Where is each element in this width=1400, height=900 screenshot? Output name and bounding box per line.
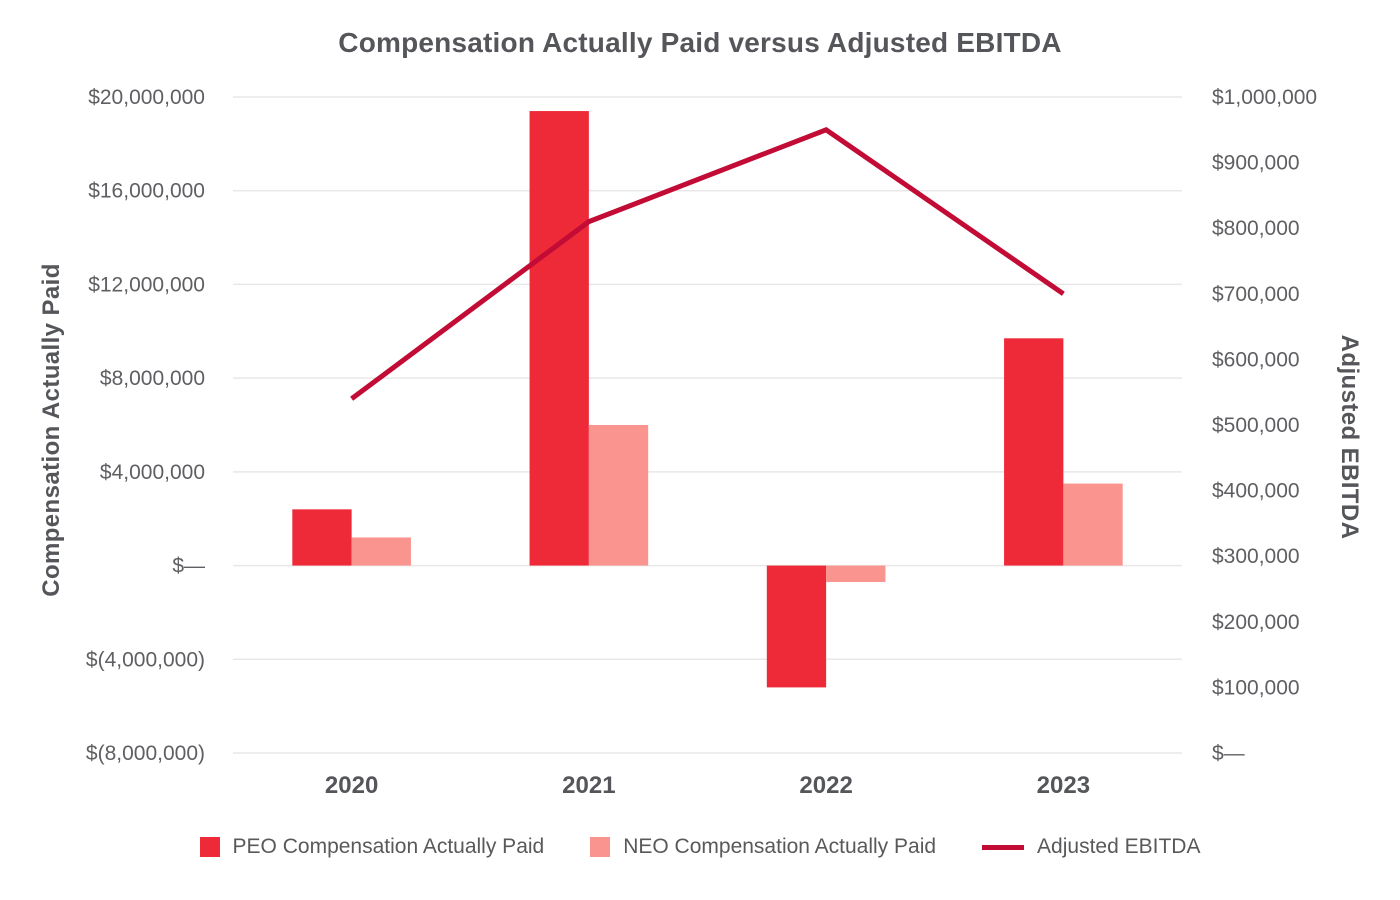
right-axis-tick-label: $— xyxy=(1212,742,1245,765)
peo-bar-swatch-icon xyxy=(199,837,220,857)
right-axis-tick-label: $800,000 xyxy=(1212,217,1300,240)
left-axis-title: Compensation Actually Paid xyxy=(38,263,65,597)
left-axis-tick-label: $(4,000,000) xyxy=(86,648,205,671)
peo-bar-2023 xyxy=(1004,338,1064,566)
peo-bar-2021 xyxy=(529,111,589,566)
x-axis-label-2022: 2022 xyxy=(799,772,852,799)
right-axis-tick-label: $600,000 xyxy=(1212,348,1300,371)
neo-bar-2023 xyxy=(1063,483,1123,566)
neo-bar-2022 xyxy=(826,565,886,582)
legend: PEO Compensation Actually Paid NEO Compe… xyxy=(0,835,1400,859)
right-axis-tick-label: $900,000 xyxy=(1212,152,1300,175)
chart-title: Compensation Actually Paid versus Adjust… xyxy=(338,27,1062,58)
left-axis-tick-label: $20,000,000 xyxy=(88,86,205,109)
legend-label-neo: NEO Compensation Actually Paid xyxy=(623,835,937,858)
peo-bar-2022 xyxy=(766,565,827,688)
x-axis-label-2023: 2023 xyxy=(1037,772,1090,799)
chart-plot-area: $20,000,000 $16,000,000 $12,000,000 $8,000,… xyxy=(86,86,1317,799)
x-axis-label-2020: 2020 xyxy=(325,772,378,799)
left-axis-tick-label: $— xyxy=(172,555,205,578)
right-axis-tick-label: $1,000,000 xyxy=(1212,86,1317,109)
neo-bar-2020 xyxy=(351,537,411,566)
ebitda-line-swatch-icon xyxy=(982,844,1025,850)
legend-label-peo: PEO Compensation Actually Paid xyxy=(232,835,545,858)
right-axis-tick-label: $400,000 xyxy=(1212,480,1300,503)
legend-item-ebitda: Adjusted EBITDA xyxy=(982,835,1200,859)
legend-label-ebitda: Adjusted EBITDA xyxy=(1037,835,1201,858)
neo-bar-2021 xyxy=(588,425,649,566)
peo-bar-2020 xyxy=(292,509,352,566)
right-axis-tick-label: $100,000 xyxy=(1212,676,1300,699)
right-axis-tick-label: $700,000 xyxy=(1212,283,1300,306)
right-axis-title: Adjusted EBITDA xyxy=(1336,334,1363,540)
left-axis-tick-label: $8,000,000 xyxy=(100,367,205,390)
legend-item-neo: NEO Compensation Actually Paid xyxy=(590,835,936,859)
right-axis-tick-label: $200,000 xyxy=(1212,611,1300,634)
left-axis-tick-label: $4,000,000 xyxy=(100,461,205,484)
legend-item-peo: PEO Compensation Actually Paid xyxy=(199,835,545,859)
right-axis-tick-label: $300,000 xyxy=(1212,545,1300,568)
left-axis-tick-label: $(8,000,000) xyxy=(86,742,205,765)
left-axis-tick-label: $16,000,000 xyxy=(88,180,205,203)
left-axis-tick-label: $12,000,000 xyxy=(88,273,205,296)
adjusted-ebitda-line xyxy=(350,126,1065,401)
neo-bar-swatch-icon xyxy=(590,837,611,857)
right-axis-tick-label: $500,000 xyxy=(1212,414,1300,437)
x-axis-label-2021: 2021 xyxy=(562,772,615,799)
